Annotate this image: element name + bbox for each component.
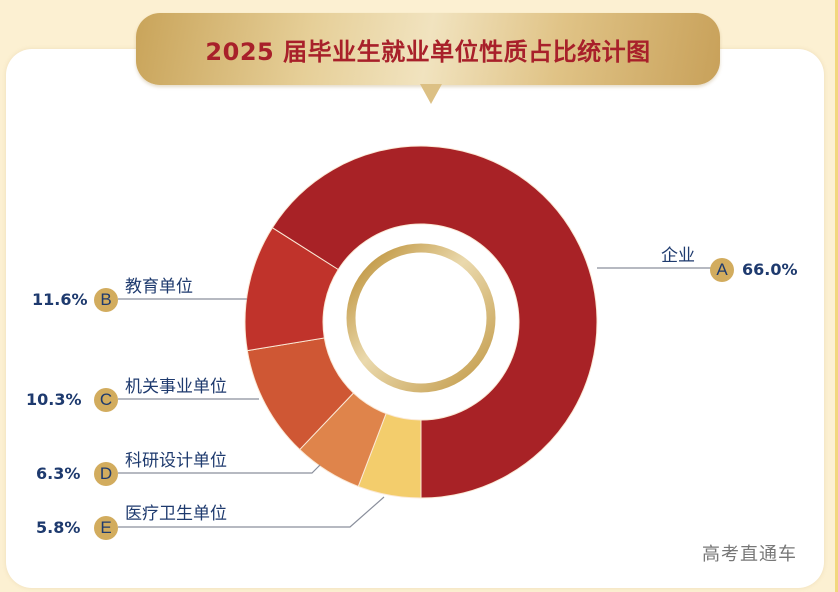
badge-b: B — [94, 288, 118, 312]
badge-a: A — [710, 258, 734, 282]
label-c-percent: 10.3% — [26, 390, 82, 409]
badge-c: C — [94, 388, 118, 412]
label-b-percent: 11.6% — [32, 290, 88, 309]
badge-d: D — [94, 462, 118, 486]
leader-line-d — [118, 464, 321, 474]
right-border — [835, 0, 838, 592]
label-c-name: 机关事业单位 — [125, 377, 227, 397]
donut-slices — [244, 145, 598, 499]
label-a-percent: 66.0% — [742, 260, 798, 279]
banner-pointer — [420, 84, 442, 104]
chart-title: 2025 届毕业生就业单位性质占比统计图 — [205, 37, 651, 66]
watermark: 高考直通车 — [702, 544, 797, 565]
label-b-name: 教育单位 — [125, 277, 193, 297]
badge-e: E — [94, 516, 118, 540]
gold-ring — [346, 243, 496, 393]
label-d-percent: 6.3% — [36, 464, 81, 483]
label-d-name: 科研设计单位 — [125, 451, 227, 471]
label-e-name: 医疗卫生单位 — [125, 504, 227, 524]
label-a-name: 企业 — [661, 246, 695, 266]
slice-a — [271, 145, 598, 499]
leader-line-e — [118, 496, 385, 528]
label-e-percent: 5.8% — [36, 518, 81, 537]
title-banner: 2025 届毕业生就业单位性质占比统计图 — [136, 13, 720, 104]
